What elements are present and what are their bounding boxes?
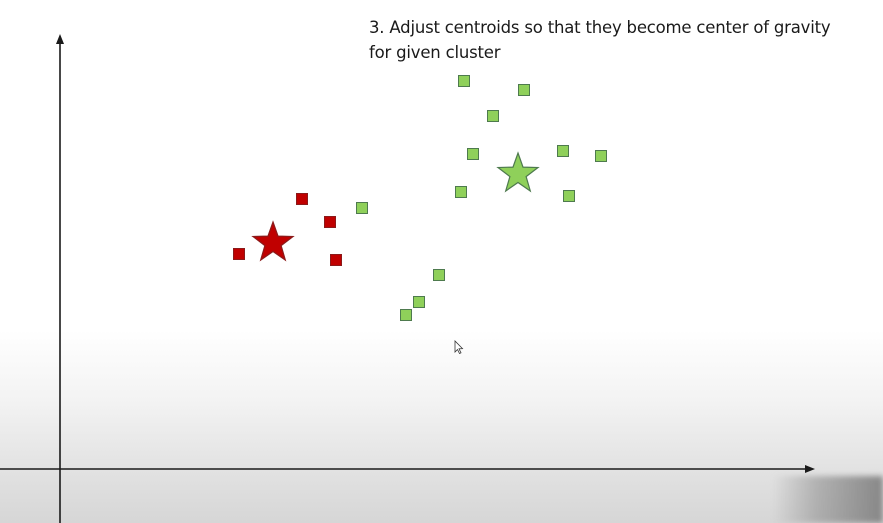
axes <box>0 34 815 523</box>
red-point-1 <box>233 248 245 260</box>
red-point-4 <box>330 254 342 266</box>
centroids <box>251 151 540 262</box>
green-point-3 <box>413 296 425 308</box>
red-point-2 <box>296 193 308 205</box>
green-point-7 <box>458 75 470 87</box>
green-point-1 <box>356 202 368 214</box>
x-axis-arrowhead <box>805 465 815 473</box>
green-point-6 <box>467 148 479 160</box>
green-point-8 <box>487 110 499 122</box>
slide-title-line-1: 3. Adjust centroids so that they become … <box>369 18 831 37</box>
slide-title-line-2: for given cluster <box>369 43 501 62</box>
green-point-9 <box>518 84 530 96</box>
green-point-2 <box>400 309 412 321</box>
green-centroid-star <box>496 151 540 193</box>
y-axis-arrowhead <box>56 34 64 44</box>
green-point-11 <box>563 190 575 202</box>
green-point-5 <box>455 186 467 198</box>
video-overlay-blur <box>773 476 883 523</box>
slide-title: 3. Adjust centroids so that they become … <box>369 15 879 65</box>
green-point-12 <box>595 150 607 162</box>
green-point-4 <box>433 269 445 281</box>
green-point-10 <box>557 145 569 157</box>
data-points <box>233 75 607 321</box>
red-point-3 <box>324 216 336 228</box>
red-centroid-star <box>251 220 295 262</box>
mouse-cursor-icon <box>454 340 464 355</box>
